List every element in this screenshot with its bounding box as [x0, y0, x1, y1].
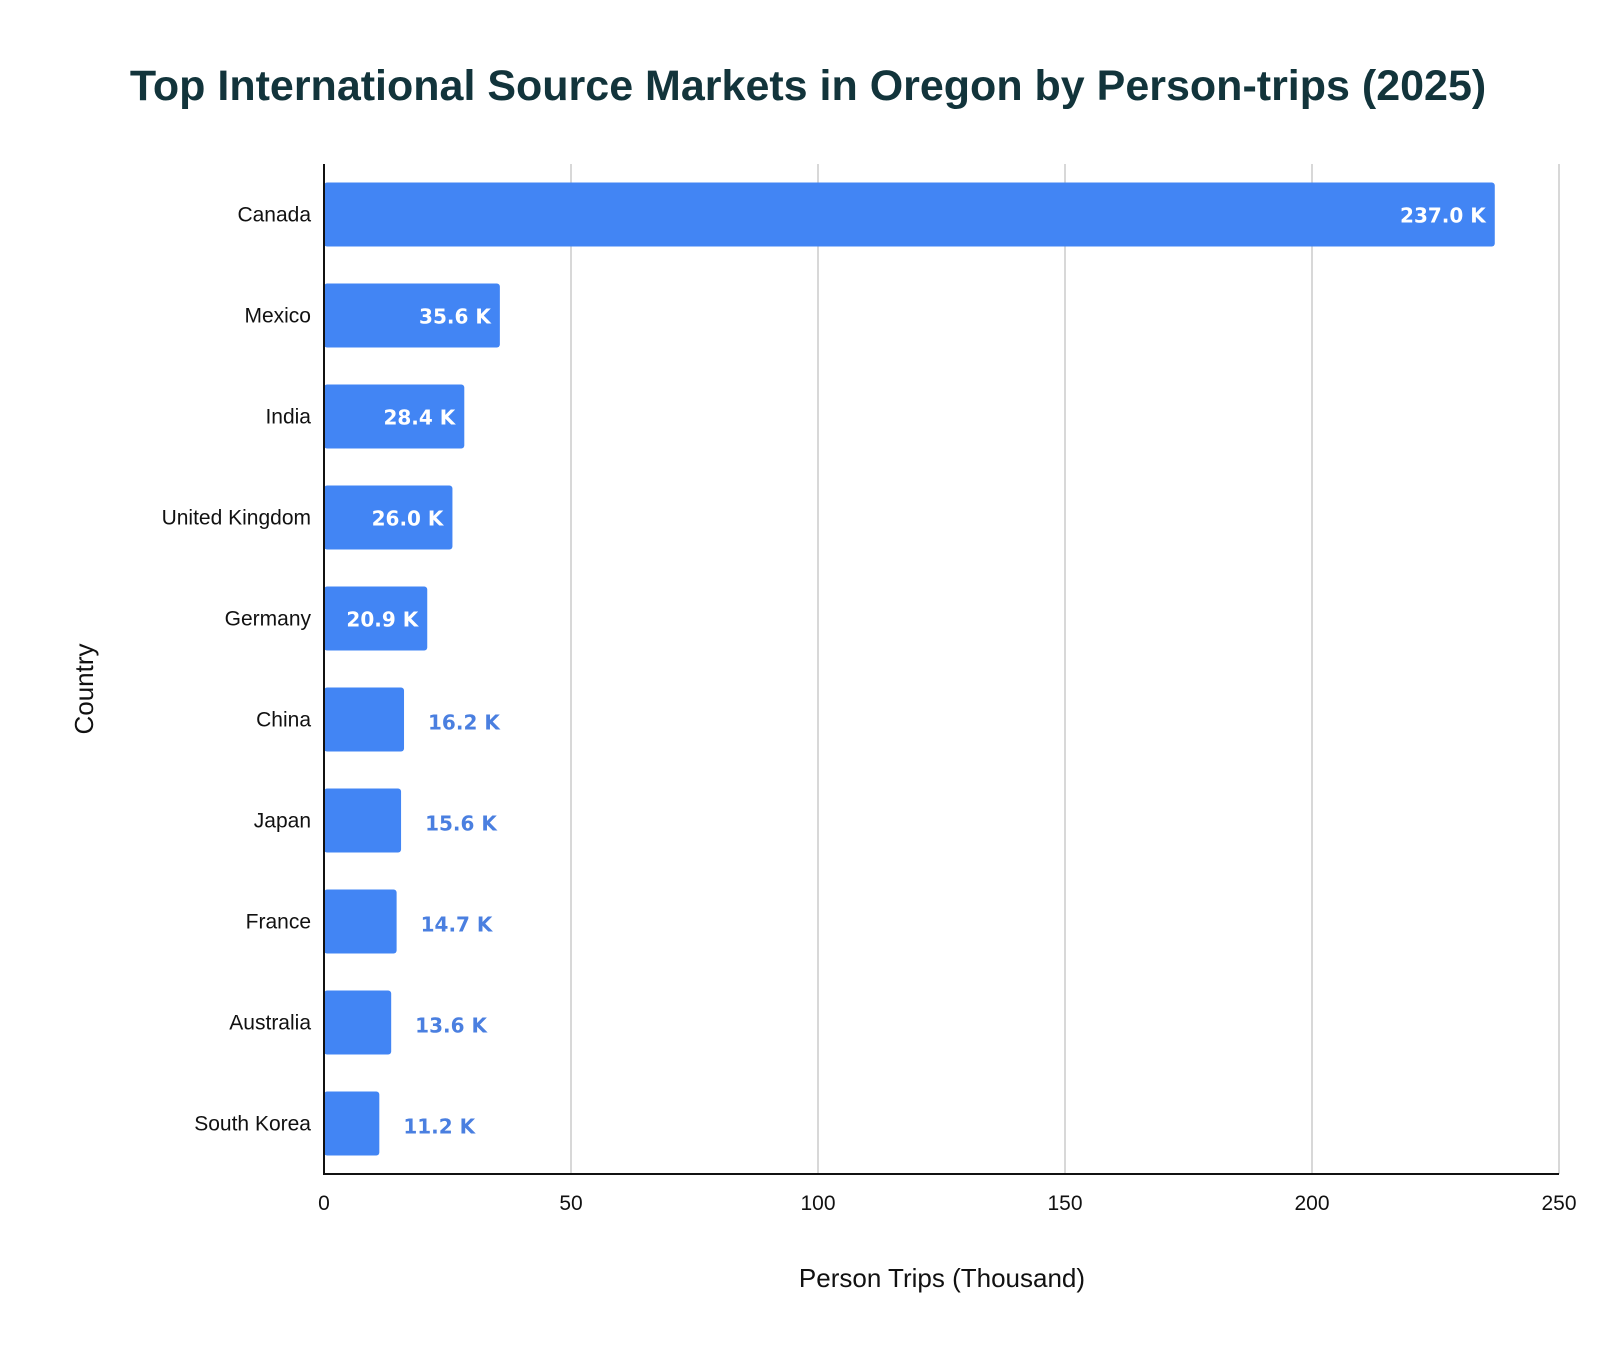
bar: [324, 283, 500, 348]
axes: [323, 164, 1559, 1175]
data-label: 20.9 K: [346, 608, 419, 632]
x-tick-label: 100: [800, 1192, 835, 1215]
gridlines: [570, 164, 1560, 1174]
category-label: United Kingdom: [162, 507, 311, 530]
data-label: 35.6 K: [419, 305, 492, 329]
data-label: 13.6 K: [415, 1014, 488, 1038]
data-label: 237.0 K: [1400, 204, 1487, 228]
x-tick-label: 250: [1541, 1192, 1576, 1215]
data-label: 26.0 K: [372, 507, 445, 531]
category-label: Australia: [229, 1012, 311, 1035]
y-axis-title: Country: [69, 643, 99, 734]
data-label: 28.4 K: [383, 406, 456, 430]
category-label: Japan: [254, 810, 311, 833]
category-label: Mexico: [244, 305, 311, 328]
bar: [324, 182, 1495, 247]
x-tick-label: 150: [1047, 1192, 1082, 1215]
bar: [324, 687, 405, 752]
category-label: South Korea: [194, 1113, 311, 1136]
bar: [324, 485, 453, 550]
chart-title: Top International Source Markets in Oreg…: [129, 62, 1487, 110]
x-axis-title: Person Trips (Thousand): [799, 1263, 1085, 1293]
category-label: Canada: [237, 204, 311, 227]
data-label: 15.6 K: [425, 812, 498, 836]
x-tick-label: 200: [1294, 1192, 1329, 1215]
x-tick-label: 0: [318, 1192, 330, 1215]
bar: [324, 586, 428, 651]
bar: [324, 384, 465, 449]
bar: [324, 889, 397, 954]
bar: [324, 1091, 380, 1156]
category-label: China: [256, 709, 311, 732]
category-label: Germany: [225, 608, 312, 631]
bar: [324, 990, 392, 1055]
bars: [324, 182, 1495, 1156]
labels: 0 50 100 150 200 250 Canada 237.0 K Mexico 35.6 K…: [162, 204, 1577, 1216]
category-label: India: [265, 406, 311, 429]
data-label: 16.2 K: [428, 711, 501, 735]
data-label: 11.2 K: [403, 1115, 476, 1139]
x-tick-label: 50: [559, 1192, 582, 1215]
bar: [324, 788, 402, 853]
category-label: France: [246, 911, 311, 934]
data-label: 14.7 K: [421, 913, 494, 937]
